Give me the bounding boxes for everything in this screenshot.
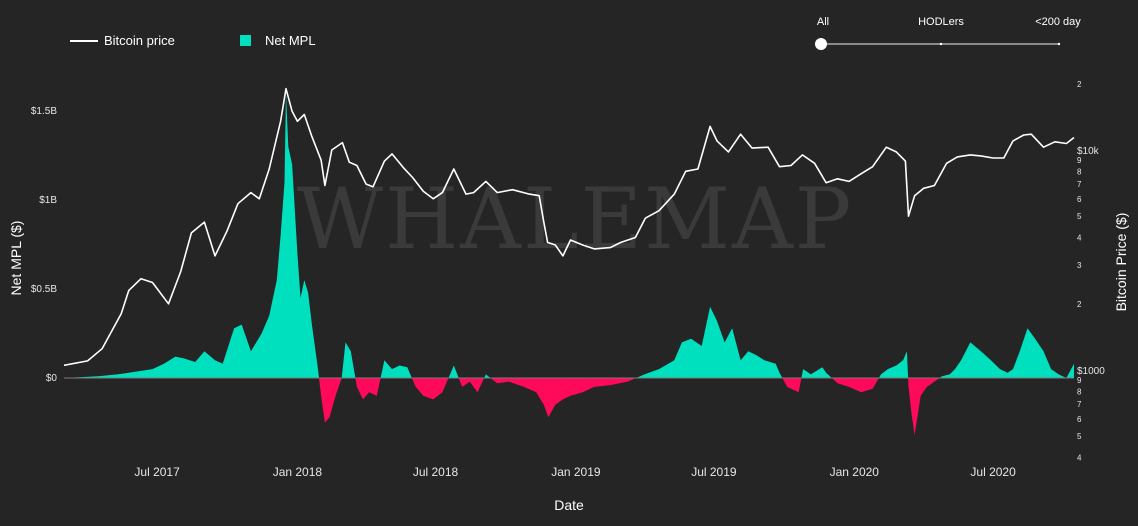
slider-label-all[interactable]: All	[817, 16, 829, 28]
legend-mpl-swatch	[240, 35, 251, 46]
y-left-tick-label: $1.5B	[31, 106, 57, 117]
y-right-major-tick-label: $10k	[1077, 146, 1100, 157]
x-tick-label: Jul 2017	[134, 465, 180, 479]
mpl-positive-area	[64, 93, 1074, 378]
y-right-minor-tick-label: 8	[1077, 167, 1082, 176]
legend: Bitcoin price Net MPL	[70, 33, 316, 48]
legend-price-label[interactable]: Bitcoin price	[104, 33, 175, 48]
y-axis-right-ticks: 4 5 6 7 8 9 2 3 4 5 6 7 8 9 2 $1000 $10k	[1077, 80, 1105, 463]
watermark: WHALEMAP	[297, 170, 854, 268]
price-line-layer	[63, 87, 1075, 367]
slider-handle[interactable]	[815, 38, 827, 50]
mpl-negative-area	[64, 378, 1074, 435]
x-tick-label: Jul 2018	[413, 465, 459, 479]
y-right-minor-tick-label: 4	[1077, 454, 1082, 463]
y-right-minor-tick-label: 4	[1077, 234, 1082, 243]
slider-label-under-200-day[interactable]: <200 day	[1035, 16, 1081, 28]
y-right-minor-tick-label: 7	[1077, 180, 1082, 189]
x-tick-label: Jan 2018	[273, 465, 323, 479]
x-tick-label: Jan 2020	[830, 465, 880, 479]
y-right-minor-tick-label: 5	[1077, 212, 1082, 221]
slider-tick-under-200-day	[1057, 42, 1061, 46]
y-axis-left-ticks: $0 $0.5B $1B $1.5B	[31, 106, 58, 384]
slider-tick-hodlers	[939, 42, 943, 46]
y-right-minor-tick-label: 3	[1077, 261, 1082, 270]
y-right-minor-tick-label: 2	[1077, 80, 1082, 89]
legend-mpl-label[interactable]: Net MPL	[265, 33, 316, 48]
y-right-minor-tick-label: 7	[1077, 400, 1082, 409]
x-tick-label: Jul 2020	[970, 465, 1016, 479]
y-right-minor-tick-label: 9	[1077, 156, 1082, 165]
y-right-minor-tick-label: 5	[1077, 432, 1082, 441]
cohort-slider[interactable]: All HODLers <200 day	[815, 16, 1081, 50]
y-right-minor-tick-label: 2	[1077, 300, 1082, 309]
x-axis-ticks: Jul 2017 Jan 2018 Jul 2018 Jan 2019 Jul 2019…	[134, 465, 1016, 479]
y-right-minor-tick-label: 6	[1077, 195, 1082, 204]
mpl-area-layer	[64, 93, 1074, 435]
y-left-tick-label: $1B	[39, 195, 57, 206]
y-right-minor-tick-label: 6	[1077, 415, 1082, 424]
y-axis-left-title: Net MPL ($)	[8, 221, 24, 296]
y-right-minor-tick-label: 9	[1077, 376, 1082, 385]
x-axis-title: Date	[554, 497, 584, 513]
y-left-tick-label: $0.5B	[31, 284, 57, 295]
y-right-minor-tick-label: 8	[1077, 387, 1082, 396]
x-tick-label: Jan 2019	[551, 465, 601, 479]
y-left-tick-label: $0	[46, 373, 58, 384]
price-line	[63, 87, 1075, 367]
slider-label-hodlers[interactable]: HODLers	[918, 16, 964, 28]
y-axis-right-title: Bitcoin Price ($)	[1113, 213, 1129, 312]
x-tick-label: Jul 2019	[691, 465, 737, 479]
y-right-major-tick-label: $1000	[1077, 366, 1105, 377]
